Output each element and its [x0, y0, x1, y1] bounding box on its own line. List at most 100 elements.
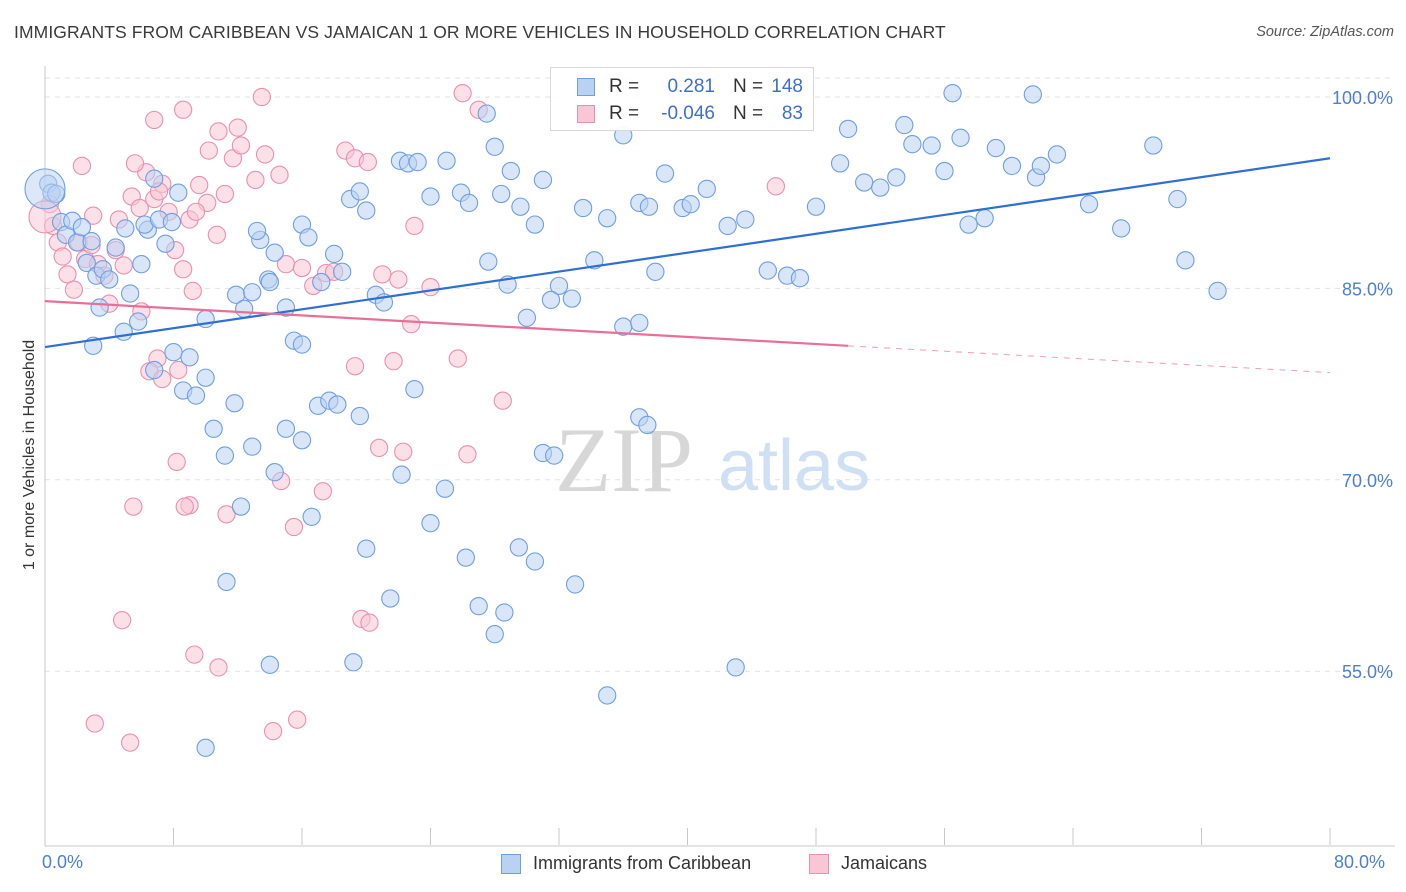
jamaican-point	[167, 452, 186, 472]
caribbean-point	[573, 198, 593, 218]
jamaican-point	[313, 482, 333, 501]
caribbean-point	[77, 253, 96, 273]
caribbean-point	[525, 552, 545, 571]
jamaican-point	[215, 184, 235, 204]
caribbean-point	[350, 182, 369, 201]
caribbean-point	[887, 168, 906, 187]
legend-n-label: N =	[733, 103, 764, 124]
caribbean-point	[935, 161, 954, 181]
legend-swatch-pink	[577, 105, 595, 123]
jamaican-point	[270, 165, 289, 184]
jamaican-point	[175, 497, 194, 516]
caribbean-point	[1023, 85, 1042, 104]
jamaican-point	[394, 442, 413, 461]
source-credit: Source: ZipAtlas.com	[1256, 24, 1394, 40]
caribbean-point	[855, 173, 874, 192]
caribbean-point	[1168, 189, 1187, 209]
caribbean-point	[639, 197, 659, 216]
caribbean-trend-line	[44, 157, 1331, 349]
chart-title: IMMIGRANTS FROM CARIBBEAN VS JAMAICAN 1 …	[14, 22, 946, 42]
watermark-atlas: atlas	[718, 426, 870, 506]
caribbean-point	[459, 193, 479, 213]
caribbean-point	[421, 187, 440, 206]
caribbean-point-large	[24, 168, 66, 210]
caribbean-point	[533, 170, 553, 190]
caribbean-point	[260, 272, 280, 292]
caribbean-point	[435, 479, 455, 498]
caribbean-point	[511, 197, 530, 216]
caribbean-point	[562, 289, 582, 308]
caribbean-point	[129, 312, 148, 331]
caribbean-point	[276, 419, 296, 438]
jamaicans-points	[28, 84, 785, 752]
caribbean-point	[299, 228, 318, 247]
caribbean-point	[145, 169, 164, 188]
jamaican-point	[453, 84, 472, 103]
caribbean-point	[492, 184, 511, 204]
jamaican-point	[493, 391, 512, 410]
caribbean-point	[82, 232, 101, 251]
y-tick-label: 100.0%	[1332, 88, 1393, 108]
jamaican-point	[252, 87, 271, 107]
caribbean-point	[495, 603, 514, 622]
jamaican-point	[173, 100, 193, 119]
caribbean-point	[357, 201, 376, 220]
jamaican-point	[58, 265, 77, 284]
caribbean-point	[469, 596, 488, 616]
caribbean-point	[408, 152, 427, 172]
gridlines	[45, 77, 1395, 672]
caribbean-point	[196, 738, 215, 757]
x-tick-min: 0.0%	[42, 852, 84, 872]
y-tick-label: 70.0%	[1342, 471, 1393, 491]
caribbean-point	[265, 243, 284, 262]
series-legend: Immigrants from Caribbean Jamaicans	[0, 852, 1406, 878]
caribbean-point	[736, 210, 755, 229]
jamaican-point	[112, 611, 132, 630]
caribbean-point	[477, 104, 496, 123]
jamaican-point	[389, 270, 408, 289]
caribbean-point	[72, 218, 92, 237]
caribbean-point	[235, 299, 254, 318]
jamaican-point	[228, 118, 247, 137]
jamaican-point	[345, 357, 365, 376]
jamaican-point	[288, 710, 307, 729]
legend-r-value: -0.046	[661, 103, 715, 124]
legend-n-value: 148	[771, 76, 803, 97]
jamaican-point	[358, 152, 378, 172]
x-tick-max: 80.0%	[1334, 852, 1386, 872]
legend-r-label: R =	[609, 76, 640, 97]
jamaican-point	[458, 445, 477, 464]
caribbean-point	[231, 497, 251, 516]
caribbean-point	[247, 221, 267, 241]
caribbean-point	[646, 262, 665, 281]
jamaican-point	[173, 260, 193, 279]
caribbean-point	[1176, 251, 1195, 270]
legend-row-jamaicans: R = -0.046 N = 83	[551, 100, 813, 128]
trend-lines	[44, 157, 1331, 374]
caribbean-point	[145, 360, 164, 380]
jamaican-point	[125, 154, 145, 173]
caribbean-point	[951, 128, 970, 147]
caribbean-point	[215, 446, 235, 465]
caribbean-point	[1031, 156, 1051, 176]
caribbean-point	[549, 276, 569, 295]
caribbean-point	[509, 538, 528, 557]
jamaican-point	[384, 351, 403, 371]
jamaican-point	[169, 360, 188, 380]
caribbean-point	[758, 261, 777, 280]
caribbean-point	[186, 386, 206, 405]
jamaican-point	[263, 722, 283, 741]
legend-n-value: 83	[781, 103, 803, 124]
jamaican-point	[284, 517, 304, 537]
caribbean-point	[838, 119, 858, 139]
caribbean-point	[456, 548, 475, 567]
y-tick-labels: 55.0% 70.0% 85.0% 100.0%	[1332, 88, 1393, 682]
jamaican-point	[209, 658, 228, 677]
jamaican-point	[231, 136, 251, 155]
caribbean-point	[598, 686, 617, 705]
caribbean-point	[217, 572, 236, 592]
caribbean-point	[545, 446, 564, 465]
legend-label-caribbean: Immigrants from Caribbean	[533, 853, 752, 873]
legend-n-label: N =	[733, 76, 764, 97]
y-tick-label: 85.0%	[1342, 279, 1393, 299]
